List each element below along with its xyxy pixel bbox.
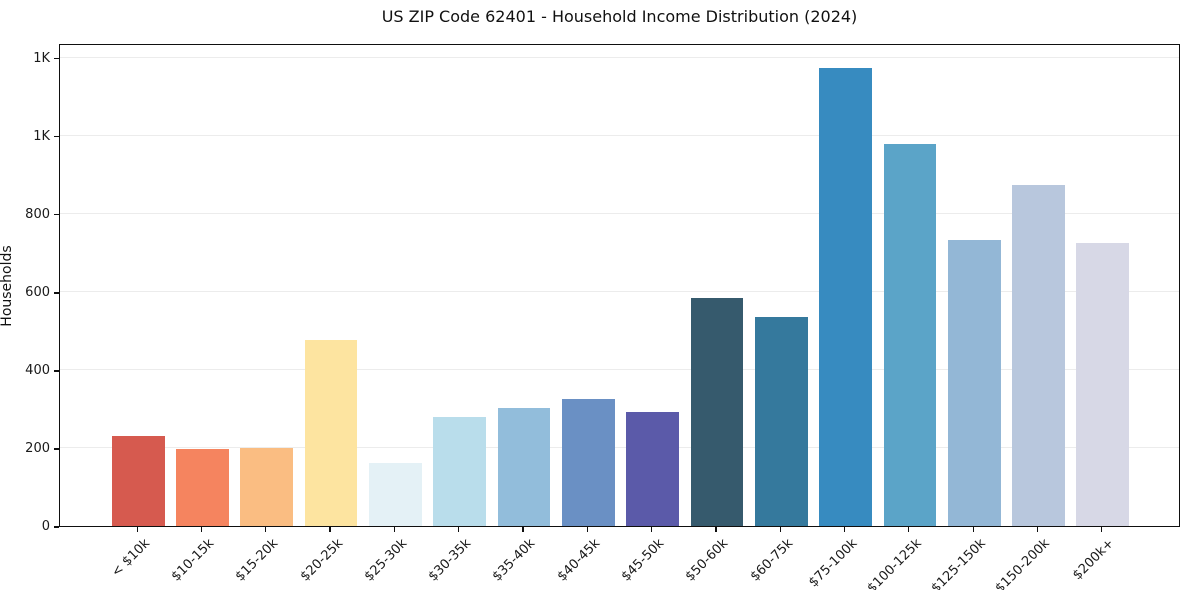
gridline <box>60 56 1179 58</box>
y-tick-label: 200 <box>25 440 50 456</box>
bar-50-60k <box>690 298 744 526</box>
x-tick-label: $30-35k <box>425 536 475 585</box>
bar-20-25k <box>304 340 358 526</box>
y-tick-mark <box>54 292 59 294</box>
y-tick-mark <box>54 526 59 528</box>
y-tick-label: 0 <box>41 519 50 534</box>
y-tick-mark <box>54 214 59 216</box>
x-tick-mark <box>265 527 267 532</box>
bar-35-40k <box>497 407 551 526</box>
y-tick-label: 1K <box>33 50 50 66</box>
x-tick-label: $45-50k <box>618 536 668 585</box>
gridline <box>60 134 1179 136</box>
bar-75-100k <box>819 67 872 526</box>
x-tick-mark <box>972 527 974 532</box>
bar-60-75k <box>754 316 808 526</box>
bar-45-50k <box>626 411 680 526</box>
y-tick-label: 1K <box>33 128 50 144</box>
y-tick-mark <box>54 370 59 372</box>
x-tick-mark <box>522 527 524 532</box>
x-tick-label: $20-25k <box>297 536 346 585</box>
x-tick-mark <box>1101 527 1103 532</box>
x-tick-label: $50-60k <box>683 536 732 585</box>
chart-title: US ZIP Code 62401 - Household Income Dis… <box>381 7 858 26</box>
x-tick-label: $100-125k <box>864 536 925 590</box>
x-tick-mark <box>779 527 781 532</box>
y-tick-mark <box>54 136 59 138</box>
x-tick-mark <box>908 527 910 532</box>
x-tick-mark <box>200 527 203 532</box>
bar-150-200k <box>1012 185 1065 526</box>
x-tick-mark <box>843 527 846 532</box>
x-tick-mark <box>1036 527 1039 532</box>
bar-125-150k <box>947 240 1001 526</box>
x-tick-label: $10-15k <box>168 536 218 585</box>
plot-area <box>59 44 1180 527</box>
x-tick-label: $75-100k <box>805 536 861 590</box>
bar-10-15k <box>176 448 229 526</box>
y-tick-mark <box>54 58 59 60</box>
x-tick-label: $200k+ <box>1070 536 1118 584</box>
x-tick-label: $40-45k <box>554 536 603 585</box>
bar-10k <box>111 435 165 526</box>
x-tick-label: < $10k <box>108 536 153 581</box>
bar-40-45k <box>561 398 615 526</box>
x-tick-label: $150-200k <box>992 536 1054 590</box>
y-tick-label: 600 <box>25 284 50 300</box>
x-tick-mark <box>458 527 460 532</box>
bar-100-125k <box>883 144 937 526</box>
bar-15-20k <box>240 447 294 526</box>
gridline <box>60 368 1179 370</box>
x-tick-label: $60-75k <box>747 536 796 585</box>
gridline <box>60 212 1179 214</box>
bar-200k <box>1076 243 1130 526</box>
y-tick-mark <box>54 448 59 450</box>
x-tick-mark <box>651 527 653 532</box>
x-tick-mark <box>393 527 395 532</box>
x-tick-mark <box>329 527 331 532</box>
y-tick-label: 400 <box>25 362 50 378</box>
y-tick-label: 800 <box>25 206 50 222</box>
x-tick-label: $15-20k <box>232 536 282 585</box>
gridline <box>60 290 1179 292</box>
gridline <box>60 446 1179 448</box>
x-tick-mark <box>715 527 717 532</box>
x-tick-label: $25-30k <box>361 536 411 585</box>
x-tick-label: $125-150k <box>928 536 989 590</box>
x-tick-label: $35-40k <box>490 536 539 585</box>
x-tick-mark <box>586 527 588 532</box>
x-tick-mark <box>136 527 138 532</box>
bar-25-30k <box>369 462 422 526</box>
bar-30-35k <box>433 417 487 526</box>
